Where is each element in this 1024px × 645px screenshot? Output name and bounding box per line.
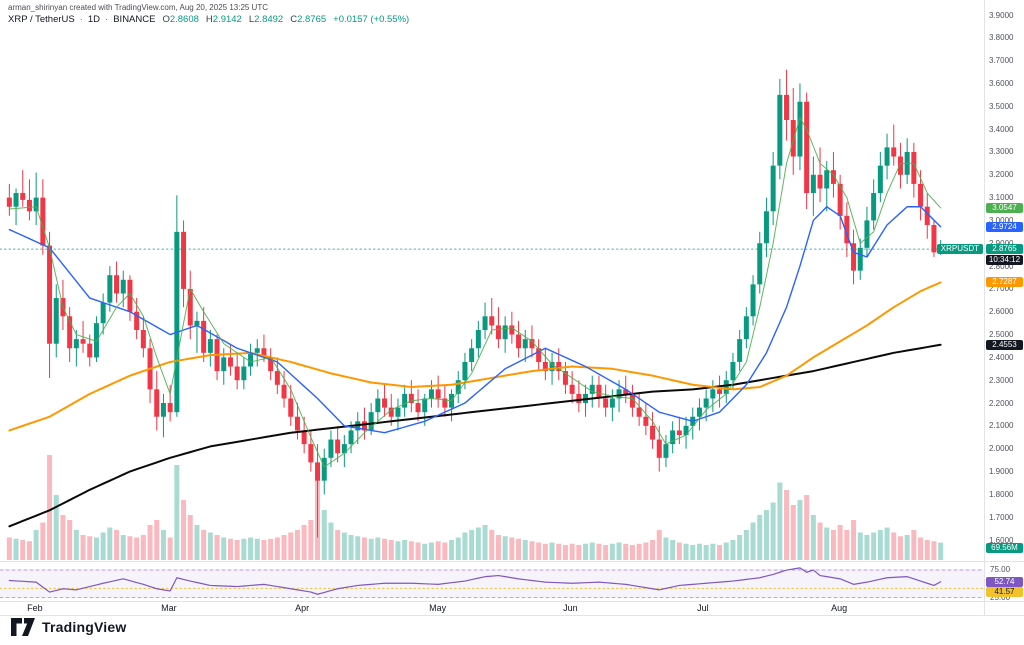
time-axis-month-label: May bbox=[429, 603, 447, 613]
price-tick-label: 2.9000 bbox=[989, 239, 1013, 248]
price-tick-label: 2.0000 bbox=[989, 444, 1014, 454]
time-axis[interactable]: Feb Mar Apr May Jun Jul Aug bbox=[0, 601, 984, 615]
time-axis-month-label: Feb bbox=[27, 603, 43, 613]
ma-mid-price-badge: 2.9724 bbox=[986, 221, 1023, 232]
tradingview-logo[interactable]: TradingView bbox=[10, 617, 126, 637]
last-price-badge: 2.8765 bbox=[986, 243, 1023, 254]
exchange-label: BINANCE bbox=[113, 14, 156, 25]
price-tick-label: 3.7000 bbox=[989, 56, 1014, 66]
price-tick-label: 2.7000 bbox=[989, 284, 1014, 294]
tradingview-logo-text: TradingView bbox=[42, 619, 127, 635]
price-tick-label: 2.6000 bbox=[989, 307, 1014, 317]
rsi-tick-75: 75.00 bbox=[990, 565, 1011, 574]
volume-value-badge: 69.56M bbox=[986, 543, 1023, 553]
price-tick-label: 3.4000 bbox=[989, 124, 1014, 134]
ohlc-open: O2.8608 bbox=[162, 14, 199, 25]
time-axis-month-label: Aug bbox=[831, 603, 848, 613]
symbol-info-line: XRP / TetherUS · 1D · BINANCE O2.8608 H2… bbox=[8, 14, 409, 25]
price-tick-label: 3.0000 bbox=[989, 215, 1014, 225]
price-tick-label: 1.7000 bbox=[989, 512, 1014, 522]
price-tick-label: 3.1000 bbox=[989, 193, 1014, 203]
time-axis-month-label: Jun bbox=[563, 603, 578, 613]
price-tick-label: 2.1000 bbox=[989, 421, 1014, 431]
price-tick-label: 3.6000 bbox=[989, 78, 1014, 88]
symbol-name: XRP / TetherUS bbox=[8, 14, 75, 25]
price-tick-label: 2.5000 bbox=[989, 330, 1014, 340]
bar-countdown-badge: 10:34:12 bbox=[986, 254, 1023, 265]
symbol-tag-badge: XRPUSDT bbox=[936, 243, 983, 254]
price-axis[interactable]: 3.9000 3.8000 3.7000 3.6000 3.5000 3.4000 3.30… bbox=[984, 0, 1024, 615]
price-tick-label: 3.9000 bbox=[989, 10, 1014, 20]
price-tick-label: 3.2000 bbox=[989, 170, 1014, 180]
price-tick-label: 1.6000 bbox=[989, 535, 1014, 545]
time-axis-month-label: Apr bbox=[295, 603, 310, 613]
price-tick-label: 2.2000 bbox=[989, 398, 1014, 408]
price-tick-label: 3.3000 bbox=[989, 147, 1014, 157]
ohlc-high: H2.9142 bbox=[205, 14, 242, 25]
ma-200-price-badge: 2.4553 bbox=[986, 339, 1023, 350]
time-axis-month-label: Jul bbox=[697, 603, 709, 613]
price-tick-label: 1.8000 bbox=[989, 489, 1014, 499]
ma-slow-price-badge: 2.7287 bbox=[986, 277, 1023, 288]
attribution-text: arman_shirinyan created with TradingView… bbox=[8, 3, 268, 12]
price-tick-label: 1.9000 bbox=[989, 467, 1014, 477]
timeframe-label: 1D bbox=[87, 14, 101, 25]
price-tick-label: 2.3000 bbox=[989, 375, 1014, 385]
price-tick-label: 3.5000 bbox=[989, 101, 1014, 111]
price-tick-label: 2.8000 bbox=[989, 261, 1014, 271]
ohlc-low: L2.8492 bbox=[248, 14, 284, 25]
price-tick-label: 2.4000 bbox=[989, 352, 1014, 362]
tradingview-logo-icon bbox=[11, 618, 35, 636]
rsi-ma-value-badge: 41.57 bbox=[986, 587, 1023, 598]
separator: · bbox=[79, 14, 83, 25]
time-axis-month-label: Mar bbox=[161, 603, 177, 613]
ma-fast-price-badge: 3.0547 bbox=[986, 202, 1023, 213]
price-change: +0.0157 (+0.55%) bbox=[333, 14, 410, 25]
rsi-value-badge: 52.74 bbox=[986, 576, 1023, 587]
ohlc-close: C2.8765 bbox=[290, 14, 327, 25]
price-tick-label: 3.8000 bbox=[989, 33, 1014, 43]
separator: · bbox=[105, 14, 109, 25]
